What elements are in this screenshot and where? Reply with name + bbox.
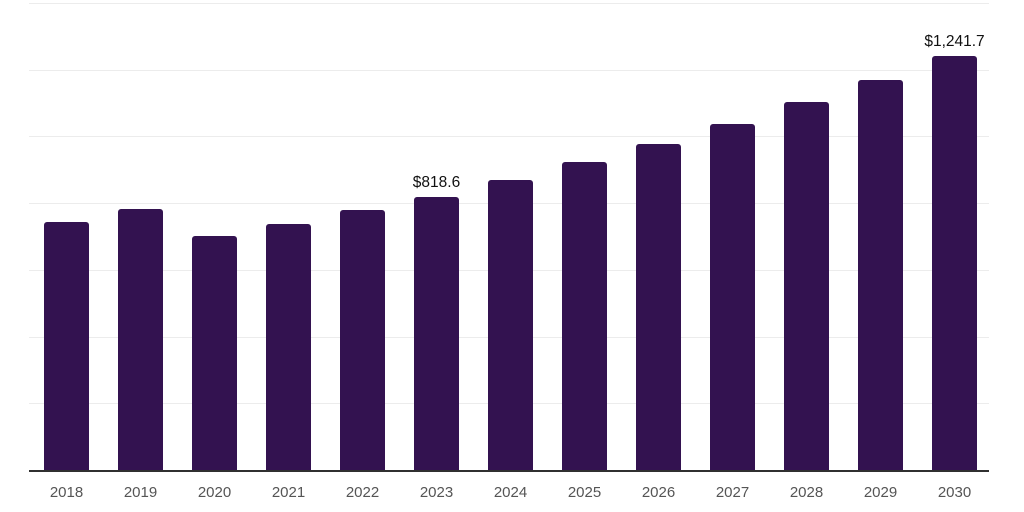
bar-2025[interactable] [562,162,607,470]
x-tick-label-2018: 2018 [49,484,84,501]
x-tick-label-2023: 2023 [419,484,454,501]
bar-2027[interactable] [710,123,755,470]
x-tick-label-2027: 2027 [715,484,750,501]
bar-2030[interactable] [932,55,977,470]
bar-2028[interactable] [784,102,829,470]
bar-2020[interactable] [192,236,237,470]
gridline-1200 [29,69,989,71]
bar-2019[interactable] [118,209,163,470]
x-tick-label-2022: 2022 [345,484,380,501]
bar-2021[interactable] [266,224,311,470]
x-tick-label-2026: 2026 [641,484,676,501]
bar-2023[interactable] [414,196,459,470]
bar-2029[interactable] [858,79,903,470]
value-label-2030: $1,241.7 [924,32,985,50]
x-axis-line [29,470,989,472]
x-tick-label-2029: 2029 [863,484,898,501]
x-tick-label-2028: 2028 [789,484,824,501]
bar-2018[interactable] [44,222,89,470]
bar-2024[interactable] [488,180,533,470]
gridline-1000 [29,136,989,138]
x-tick-label-2030: 2030 [937,484,972,501]
x-tick-label-2020: 2020 [197,484,232,501]
x-tick-label-2021: 2021 [271,484,306,501]
x-tick-label-2025: 2025 [567,484,602,501]
gridline-1400 [29,3,989,4]
value-label-2023: $818.6 [412,173,461,191]
bar-2022[interactable] [340,210,385,470]
x-tick-label-2019: 2019 [123,484,158,501]
x-tick-label-2024: 2024 [493,484,528,501]
bar-2026[interactable] [636,143,681,470]
